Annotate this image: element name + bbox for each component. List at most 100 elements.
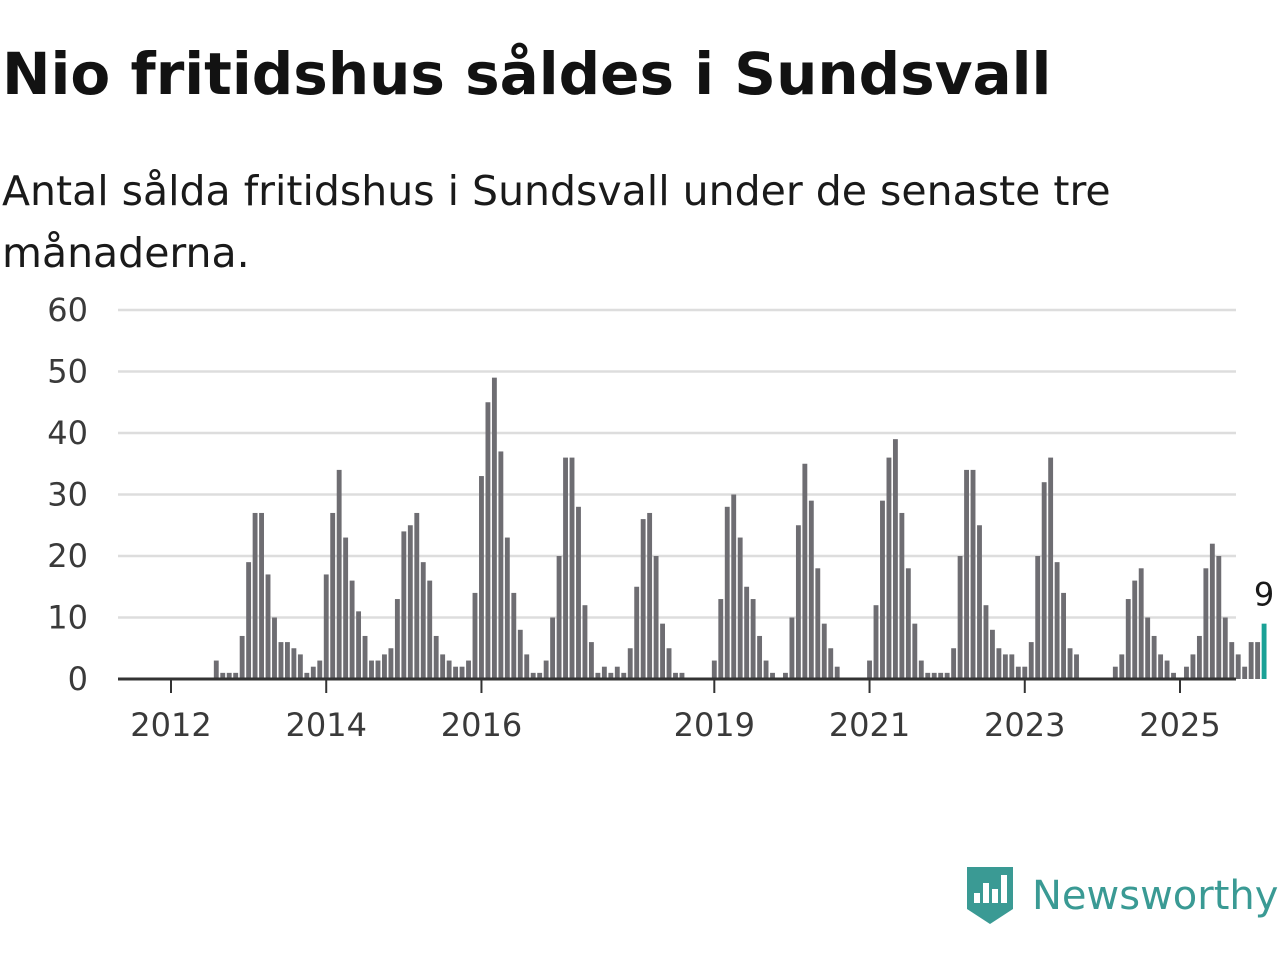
bar: [990, 629, 995, 679]
bar: [330, 512, 336, 679]
bar: [601, 666, 607, 679]
bar: [246, 562, 252, 679]
bar: [1015, 666, 1021, 679]
bar: [731, 494, 737, 679]
bar: [1035, 556, 1041, 679]
bar: [783, 672, 788, 679]
bar: [834, 666, 840, 679]
bar: [621, 672, 627, 679]
bar: [944, 672, 950, 679]
bar: [1229, 642, 1235, 679]
bar: [252, 512, 258, 679]
bar: [582, 605, 588, 679]
newsworthy-logo-icon: [967, 867, 1013, 924]
bar: [556, 556, 562, 679]
bar: [1248, 642, 1254, 679]
bar: [1125, 599, 1131, 679]
bar: [957, 556, 963, 679]
brand-logo: Newsworthy: [964, 864, 1278, 928]
bar: [634, 586, 640, 679]
bar: [550, 617, 556, 679]
bar: [233, 672, 239, 679]
bar: [407, 525, 413, 679]
x-tick-label: 2019: [674, 706, 755, 744]
bar: [504, 537, 510, 679]
bar: [880, 500, 885, 679]
bar: [867, 660, 872, 679]
bar: [401, 531, 407, 679]
bar: [349, 580, 355, 679]
bar: [433, 635, 439, 679]
bar: [905, 568, 911, 679]
bar: [795, 525, 801, 679]
bar: [511, 592, 517, 679]
bar: [808, 500, 814, 679]
bar: [1028, 642, 1034, 679]
bar: [1048, 457, 1054, 679]
bar: [297, 654, 303, 679]
bar: [757, 635, 763, 679]
bar: [362, 635, 368, 679]
bar: [356, 611, 362, 679]
bar: [1242, 666, 1248, 679]
y-axis-ticks: 0 10 20 30 40 50 60: [47, 291, 88, 698]
x-tick-label: 2012: [130, 706, 211, 744]
bar: [491, 377, 497, 679]
bar: [931, 672, 937, 679]
bar: [660, 623, 665, 679]
bar: [886, 457, 892, 679]
bar: [1171, 672, 1176, 679]
bar: [1067, 648, 1073, 679]
chart-subtitle: Antal sålda fritidshus i Sundsvall under…: [2, 167, 1111, 277]
bar: [815, 568, 821, 679]
bar: [1054, 562, 1060, 679]
bar: [614, 666, 620, 679]
bar: [317, 660, 323, 679]
bar: [964, 469, 969, 679]
bar: [744, 586, 750, 679]
x-tick-label: 2023: [984, 706, 1065, 744]
bar: [304, 672, 310, 679]
bar: [485, 402, 491, 679]
bar: [569, 457, 575, 679]
bar: [770, 672, 775, 679]
bar: [1164, 660, 1170, 679]
bar: [239, 635, 245, 679]
y-tick-label: 50: [47, 353, 88, 391]
bar: [1041, 482, 1047, 679]
bar: [711, 660, 717, 679]
bar: [1022, 666, 1028, 679]
bar: [259, 512, 264, 679]
bar: [1216, 556, 1222, 679]
bar: [1074, 654, 1079, 679]
bar: [647, 512, 653, 679]
bar: [466, 660, 471, 679]
bar: [750, 599, 756, 679]
bar: [666, 648, 672, 679]
bar: [938, 672, 944, 679]
bar: [382, 654, 387, 679]
bar: [1138, 568, 1144, 679]
bar: [588, 642, 594, 679]
bar: [821, 623, 827, 679]
bar: [673, 672, 678, 679]
bar: [310, 666, 316, 679]
bar: [291, 648, 297, 679]
y-tick-label: 40: [47, 414, 88, 452]
bar: [446, 660, 452, 679]
bar: [1255, 642, 1261, 679]
bar: [517, 629, 523, 679]
bar: [608, 672, 614, 679]
bar: [524, 654, 530, 679]
x-axis-ticks: 2012 2014 2016 2019 2021 2023 2025: [130, 679, 1221, 744]
bar: [789, 617, 795, 679]
bar: [977, 525, 982, 679]
grid-lines: [118, 308, 1236, 619]
x-tick-label: 2021: [829, 706, 910, 744]
bar: [912, 623, 918, 679]
y-tick-label: 10: [47, 599, 88, 637]
bar: [873, 605, 879, 679]
bar: [537, 672, 543, 679]
last-value-label: 9: [1254, 576, 1274, 614]
bar: [414, 512, 420, 679]
